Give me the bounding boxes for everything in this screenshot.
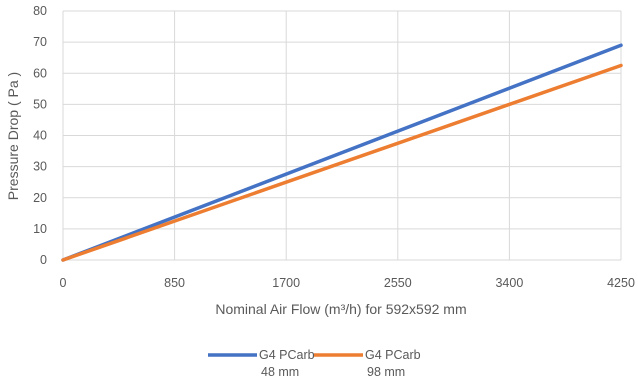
- y-tick-label: 40: [33, 129, 47, 143]
- y-tick-label: 60: [33, 66, 47, 80]
- legend: G4 PCarb 48 mm G4 PCarb 98 mm: [208, 348, 421, 379]
- y-tick-label: 30: [33, 160, 47, 174]
- y-tick-label: 70: [33, 35, 47, 49]
- legend-label-line: 98 mm: [367, 365, 405, 379]
- series-lines: [61, 43, 623, 262]
- legend-label: G4 PCarb 98 mm: [365, 348, 421, 379]
- legend-label-line: 48 mm: [261, 365, 299, 379]
- series-line-2: [61, 63, 623, 262]
- y-tick-label: 50: [33, 97, 47, 111]
- x-axis-title: Nominal Air Flow (m³/h) for 592x592 mm: [215, 301, 466, 317]
- legend-label-line: G4 PCarb: [365, 348, 421, 362]
- series-line-1: [61, 43, 623, 262]
- y-tick-label: 10: [33, 222, 47, 236]
- x-tick-label: 3400: [495, 276, 523, 290]
- x-tick-label: 0: [60, 276, 67, 290]
- x-tick-label: 1700: [272, 276, 300, 290]
- x-tick-label: 4250: [607, 276, 635, 290]
- legend-label-line: G4 PCarb: [259, 348, 315, 362]
- grid-lines: [62, 10, 622, 261]
- y-tick-label: 80: [33, 4, 47, 18]
- x-tick-label: 850: [164, 276, 185, 290]
- y-tick-label: 20: [33, 191, 47, 205]
- y-axis-title: Pressure Drop ( Pa ): [5, 72, 21, 200]
- x-tick-labels: 0 850 1700 2550 3400 4250: [60, 276, 635, 290]
- y-tick-label: 0: [40, 253, 47, 267]
- legend-label: G4 PCarb 48 mm: [259, 348, 315, 379]
- x-tick-label: 2550: [384, 276, 412, 290]
- y-tick-labels: 0 10 20 30 40 50 60 70 80: [33, 4, 47, 267]
